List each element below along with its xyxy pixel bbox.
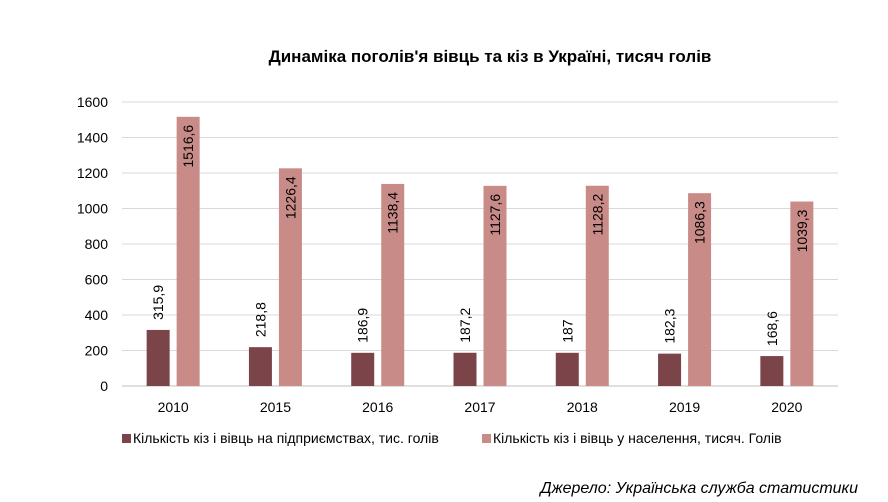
y-tick-label: 400 (85, 307, 109, 323)
x-tick-label: 2020 (771, 399, 802, 415)
bar-series-2 (790, 201, 814, 386)
source-note: Джерело: Українська служба статистики (538, 480, 858, 497)
data-label-series-2: 1039,3 (794, 209, 810, 252)
data-label-series-1: 218,8 (252, 302, 268, 337)
bar-series-1 (453, 352, 477, 386)
data-label-series-2: 1086,3 (692, 201, 708, 244)
bar-series-2 (176, 116, 200, 386)
y-axis-ticks: 0 200 400 600 800 1000 1200 1400 1600 (77, 94, 108, 394)
data-label-series-2: 1127,6 (487, 194, 503, 236)
bar-series-2 (278, 168, 302, 386)
x-tick-label: 2017 (464, 399, 495, 415)
data-label-series-1: 187,2 (457, 308, 473, 343)
x-tick-label: 2019 (669, 399, 700, 415)
bar-series-1 (658, 353, 682, 386)
y-tick-label: 1600 (77, 94, 108, 110)
x-tick-label: 2018 (567, 399, 598, 415)
y-tick-label: 1200 (77, 165, 108, 181)
legend-label-series-2: Кількість кіз і вівць у населення, тисяч… (493, 430, 782, 446)
x-tick-label: 2016 (362, 399, 393, 415)
data-label-series-1: 186,9 (355, 308, 371, 343)
x-tick-label: 2010 (158, 399, 189, 415)
legend-swatch-series-1 (122, 434, 131, 443)
legend: Кількість кіз і вівць на підприємствах, … (122, 430, 782, 446)
data-label-series-2: 1128,2 (589, 194, 605, 236)
data-label-series-2: 1516,6 (180, 125, 196, 168)
y-tick-label: 200 (85, 343, 109, 359)
data-label-series-1: 182,3 (662, 308, 678, 343)
data-label-series-2: 1138,4 (385, 192, 401, 234)
bar-series-1 (351, 352, 375, 386)
bar-series-2 (585, 185, 609, 386)
data-label-series-1: 315,9 (150, 285, 166, 320)
bar-series-2 (381, 183, 405, 386)
legend-swatch-series-2 (482, 434, 491, 443)
legend-label-series-1: Кількість кіз і вівць на підприємствах, … (133, 430, 439, 446)
bars (146, 116, 814, 386)
chart-title: Динаміка поголів'я вівць та кіз в Україн… (269, 47, 712, 66)
data-label-series-1: 187 (559, 319, 575, 343)
y-tick-label: 600 (85, 272, 109, 288)
bar-series-1 (248, 347, 272, 386)
data-label-series-1: 168,6 (764, 311, 780, 346)
y-tick-label: 800 (85, 236, 109, 252)
bar-series-1 (555, 352, 579, 386)
gridlines (122, 101, 838, 387)
x-tick-label: 2015 (260, 399, 291, 415)
bar-series-2 (483, 185, 507, 386)
bar-labels: 315,9 1516,6 218,8 1226,4 186,9 1138,4 187,2 11… (150, 125, 810, 346)
y-tick-label: 0 (100, 378, 108, 394)
y-tick-label: 1000 (77, 201, 108, 217)
data-label-series-2: 1226,4 (282, 176, 298, 219)
y-tick-label: 1400 (77, 130, 108, 146)
bar-series-2 (688, 193, 712, 386)
bar-series-1 (146, 329, 170, 386)
x-axis-ticks: 2010 2015 2016 2017 2018 2019 2020 (158, 399, 803, 415)
bar-series-1 (760, 356, 784, 386)
